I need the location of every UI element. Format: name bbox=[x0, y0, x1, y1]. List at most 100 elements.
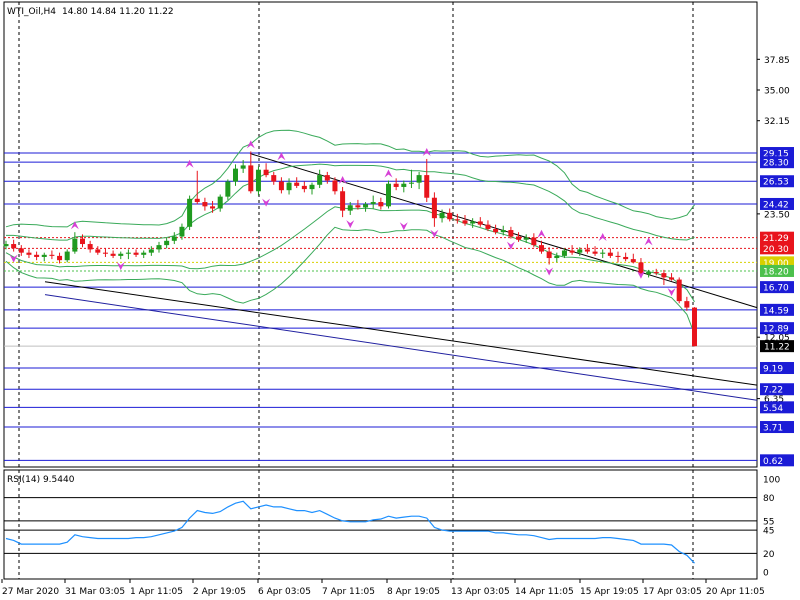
candle-body bbox=[225, 181, 231, 197]
price-axis: 37.85 35.00 32.15 23.50 12.05 6.35 11.22 bbox=[757, 56, 794, 405]
time-tick-label: 7 Apr 11:05 bbox=[322, 587, 375, 597]
candle-body bbox=[470, 221, 476, 224]
level-label-text: 24.42 bbox=[763, 200, 789, 210]
level-label: 5.54 bbox=[760, 401, 794, 414]
level-label-box bbox=[760, 322, 794, 335]
level-label: 9.19 bbox=[760, 362, 794, 375]
down-fractal-marker bbox=[430, 229, 439, 238]
level-label-text: 21.29 bbox=[763, 234, 789, 244]
candle bbox=[179, 223, 185, 240]
candle-body bbox=[34, 254, 40, 257]
level-label-box bbox=[760, 147, 794, 160]
candle-body bbox=[125, 252, 131, 254]
candle bbox=[523, 234, 529, 243]
candle-body bbox=[64, 251, 70, 261]
candle-body bbox=[584, 249, 590, 252]
candle-body bbox=[408, 182, 414, 184]
price-tick-label: 32.15 bbox=[764, 117, 790, 127]
candle-body bbox=[332, 180, 338, 192]
level-label-text: 0.62 bbox=[763, 457, 783, 467]
time-tick-label: 14 Apr 11:05 bbox=[515, 587, 574, 597]
time-tick-label: 6 Apr 03:05 bbox=[258, 587, 311, 597]
candle bbox=[225, 179, 231, 200]
candle-body bbox=[72, 238, 78, 252]
level-label-box bbox=[760, 454, 794, 467]
candle-body bbox=[561, 250, 567, 256]
upper-band bbox=[5, 129, 695, 228]
candle-body bbox=[485, 224, 491, 229]
candle bbox=[301, 181, 307, 193]
candle-body bbox=[171, 236, 177, 241]
candle bbox=[294, 177, 300, 189]
candle-body bbox=[454, 219, 460, 221]
price-tick-label: 23.50 bbox=[764, 210, 790, 220]
candle bbox=[561, 248, 567, 259]
candle bbox=[210, 200, 216, 213]
candle-body bbox=[80, 238, 85, 245]
candle-body bbox=[18, 248, 24, 253]
candle bbox=[408, 169, 414, 189]
candle bbox=[661, 269, 667, 285]
candle bbox=[401, 180, 407, 193]
candle bbox=[278, 177, 284, 194]
candle-body bbox=[217, 196, 223, 209]
level-label-box bbox=[760, 401, 794, 414]
candle-body bbox=[386, 183, 391, 207]
level-label: 24.42 bbox=[760, 197, 794, 210]
candle bbox=[34, 251, 40, 261]
time-tick-label: 1 Apr 11:05 bbox=[130, 587, 183, 597]
rsi-tick-label: 20 bbox=[763, 550, 775, 560]
level-label-text: 26.53 bbox=[763, 178, 789, 188]
candle-body bbox=[477, 221, 483, 225]
level-label: 26.53 bbox=[760, 175, 794, 188]
candle-body bbox=[592, 251, 598, 254]
candle-body bbox=[638, 262, 644, 275]
candlestick-series bbox=[3, 151, 697, 347]
current-price-label: 11.22 bbox=[764, 343, 790, 353]
candle bbox=[347, 202, 353, 215]
candle bbox=[539, 240, 544, 254]
candle-body bbox=[692, 307, 697, 347]
candle bbox=[240, 160, 246, 173]
candle bbox=[424, 158, 430, 203]
rsi-tick-label: 0 bbox=[763, 569, 769, 579]
level-label: 12.89 bbox=[760, 322, 794, 335]
candle-body bbox=[661, 273, 667, 278]
level-label-text: 19.00 bbox=[763, 259, 789, 269]
down-fractal-marker bbox=[262, 198, 271, 207]
level-label: 16.70 bbox=[760, 281, 794, 294]
candle-body bbox=[416, 175, 422, 183]
candle-body bbox=[615, 255, 621, 257]
candle-body bbox=[210, 206, 216, 209]
candle-body bbox=[401, 183, 407, 187]
rsi-title: RSI(14) 9.5440 bbox=[7, 475, 75, 485]
level-label: 20.30 bbox=[760, 242, 794, 255]
candle-body bbox=[431, 197, 437, 219]
candle bbox=[470, 218, 476, 228]
level-label-text: 9.19 bbox=[763, 365, 783, 375]
down-fractal-marker bbox=[399, 222, 408, 231]
candle-body bbox=[87, 244, 93, 250]
candle bbox=[95, 246, 101, 255]
level-label-text: 16.70 bbox=[763, 284, 789, 294]
up-fractal-marker bbox=[70, 221, 79, 230]
candle bbox=[133, 249, 139, 257]
candle-body bbox=[393, 183, 399, 187]
candle-body bbox=[347, 205, 353, 211]
down-fractal-marker bbox=[506, 241, 515, 250]
candle-body bbox=[669, 277, 675, 280]
candle-body bbox=[271, 175, 277, 182]
up-fractal-marker bbox=[277, 152, 286, 161]
candle bbox=[171, 232, 177, 245]
level-label-text: 3.71 bbox=[763, 424, 783, 434]
time-tick-label: 31 Mar 03:05 bbox=[65, 587, 125, 597]
candle-body bbox=[301, 185, 307, 190]
candle-body bbox=[141, 252, 147, 255]
level-label-box bbox=[760, 197, 794, 210]
candle-body bbox=[3, 244, 9, 247]
level-label: 21.29 bbox=[760, 231, 794, 244]
candle bbox=[148, 246, 154, 256]
rsi-frame bbox=[3, 469, 758, 580]
up-fractal-marker bbox=[598, 233, 607, 242]
